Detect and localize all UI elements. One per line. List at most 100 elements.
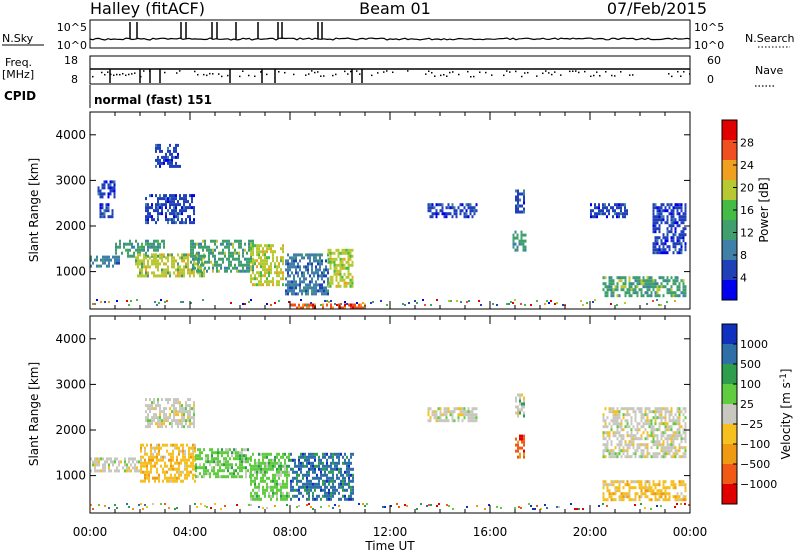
data-cell	[262, 259, 264, 263]
data-cell	[324, 464, 326, 468]
data-cell	[530, 304, 532, 306]
data-cell	[682, 212, 685, 216]
data-cell	[182, 443, 184, 447]
data-cell	[245, 460, 247, 464]
data-cell	[624, 413, 627, 417]
data-cell	[287, 271, 289, 275]
nave-dot	[122, 72, 124, 75]
data-cell	[157, 268, 159, 272]
data-cell	[159, 416, 161, 420]
data-cell	[171, 425, 173, 429]
data-cell	[198, 257, 200, 261]
data-cell	[312, 470, 314, 474]
data-cell	[184, 449, 186, 453]
data-cell	[437, 203, 440, 207]
data-cell	[224, 505, 226, 507]
data-cell	[167, 155, 169, 159]
nave-dot	[221, 75, 223, 78]
data-cell	[636, 428, 639, 432]
data-cell	[297, 283, 299, 287]
data-cell	[682, 218, 685, 222]
data-cell	[674, 486, 677, 490]
data-cell	[523, 402, 525, 406]
data-cell	[329, 281, 332, 285]
data-cell	[250, 482, 252, 486]
data-cell	[147, 416, 149, 420]
cpid-value: normal (fast) 151	[94, 93, 212, 107]
data-cell	[112, 460, 114, 464]
data-cell	[276, 497, 278, 501]
nave-dot	[293, 73, 295, 76]
data-cell	[576, 508, 578, 510]
data-cell	[137, 242, 139, 246]
data-cell	[658, 489, 661, 493]
data-cell	[214, 257, 216, 261]
data-cell	[195, 457, 197, 461]
data-cell	[447, 212, 450, 216]
data-cell	[658, 215, 661, 219]
data-cell	[312, 476, 314, 480]
data-cell	[142, 470, 144, 474]
data-cell	[475, 407, 478, 411]
data-cell	[324, 488, 326, 492]
data-cell	[610, 303, 612, 305]
data-cell	[230, 302, 232, 304]
data-cell	[676, 288, 679, 292]
nave-dot	[515, 70, 517, 73]
data-cell	[268, 280, 270, 284]
data-cell	[270, 488, 272, 492]
data-cell	[147, 262, 149, 266]
data-cell	[654, 203, 657, 207]
data-cell	[156, 476, 158, 480]
data-cell	[221, 469, 223, 473]
data-cell	[684, 489, 687, 493]
data-cell	[181, 212, 183, 216]
data-cell	[312, 508, 314, 510]
data-cell	[209, 475, 211, 479]
data-cell	[173, 215, 175, 219]
data-cell	[147, 425, 149, 429]
data-cell	[640, 294, 643, 298]
nave-dot	[266, 73, 268, 76]
data-cell	[650, 434, 653, 438]
data-cell	[153, 259, 155, 263]
nave-dot	[392, 71, 394, 74]
data-cell	[193, 259, 195, 263]
data-cell	[282, 491, 284, 495]
data-cell	[178, 464, 180, 468]
data-cell	[157, 401, 159, 405]
nave-dot	[569, 70, 571, 73]
data-cell	[183, 206, 185, 210]
data-cell	[233, 457, 235, 461]
data-cell	[324, 491, 326, 495]
data-cell	[519, 204, 521, 208]
nave-dot	[128, 73, 130, 76]
data-cell	[318, 455, 320, 459]
data-cell	[352, 485, 354, 489]
data-cell	[386, 304, 388, 306]
data-cell	[181, 413, 183, 417]
data-cell	[680, 498, 683, 502]
data-cell	[658, 227, 661, 231]
data-cell	[618, 495, 621, 499]
data-cell	[144, 470, 146, 474]
data-cell	[331, 257, 334, 261]
data-cell	[237, 451, 239, 455]
data-cell	[183, 197, 185, 201]
data-cell	[640, 279, 643, 283]
data-cell	[152, 503, 154, 505]
data-cell	[612, 413, 615, 417]
data-cell	[326, 473, 328, 477]
data-cell	[648, 410, 651, 414]
data-cell	[274, 485, 276, 489]
noise-right-tick-top: 10^5	[694, 21, 724, 34]
data-cell	[345, 266, 348, 270]
data-cell	[147, 212, 149, 216]
nave-dot	[260, 71, 262, 73]
data-cell	[165, 203, 167, 207]
data-cell	[244, 248, 246, 252]
data-cell	[240, 260, 242, 264]
data-cell	[266, 271, 268, 275]
data-cell	[626, 413, 629, 417]
